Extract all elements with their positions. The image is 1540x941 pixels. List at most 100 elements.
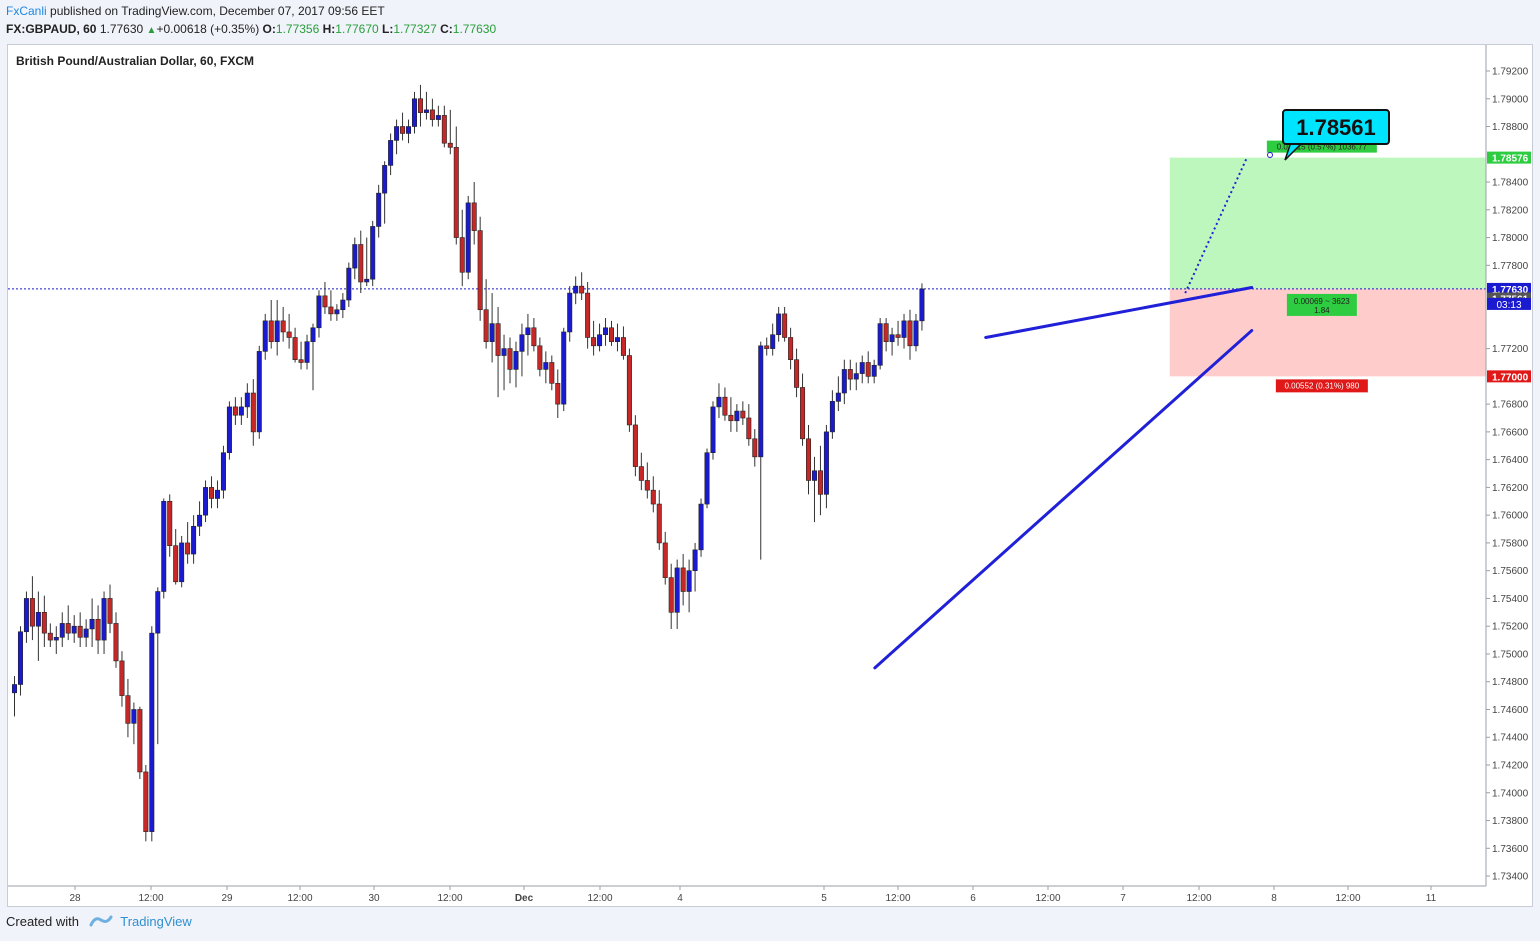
candle-body bbox=[728, 414, 734, 422]
candle bbox=[137, 706, 143, 779]
candle bbox=[531, 318, 537, 352]
candle bbox=[734, 404, 740, 432]
candle bbox=[543, 351, 549, 384]
candle-body bbox=[597, 334, 603, 347]
candle-body bbox=[686, 570, 692, 592]
candle bbox=[776, 306, 782, 342]
candle bbox=[370, 220, 376, 287]
candle-body bbox=[388, 140, 394, 166]
candle-body bbox=[298, 359, 304, 363]
up-arrow-icon: ▲ bbox=[146, 25, 157, 36]
candle-body bbox=[113, 623, 119, 662]
candle bbox=[603, 318, 609, 346]
candle bbox=[203, 480, 209, 523]
price-label-1.77000: 1.77000 bbox=[1487, 370, 1531, 383]
candle-body bbox=[340, 299, 346, 311]
candle bbox=[101, 591, 107, 654]
time-tick-label: 12:00 bbox=[138, 893, 163, 904]
candle-body bbox=[191, 525, 197, 555]
candle-body bbox=[585, 292, 591, 338]
tradingview-logo-icon bbox=[89, 914, 113, 931]
candle-body bbox=[764, 345, 770, 349]
candle bbox=[644, 462, 650, 499]
price-tick-label: 1.77800 bbox=[1492, 261, 1529, 272]
price-label-bg bbox=[1487, 151, 1531, 164]
candle-body bbox=[23, 598, 29, 633]
candle bbox=[680, 554, 686, 606]
candle-body bbox=[734, 410, 740, 422]
candle-body bbox=[203, 487, 209, 516]
candle bbox=[782, 306, 788, 342]
candle-body bbox=[489, 323, 495, 342]
stop-label-bg bbox=[1275, 379, 1368, 393]
candle bbox=[346, 262, 352, 307]
time-tick-label: 12:00 bbox=[287, 893, 312, 904]
candle-body bbox=[656, 503, 662, 544]
candle-body bbox=[710, 406, 716, 453]
candle-body bbox=[358, 244, 364, 283]
candle-body bbox=[292, 337, 298, 361]
candle-body bbox=[394, 126, 400, 141]
candle bbox=[865, 351, 871, 384]
price-tick-label: 1.78000 bbox=[1492, 233, 1529, 244]
tradingview-link[interactable]: TradingView bbox=[120, 914, 192, 929]
candle bbox=[746, 404, 752, 446]
candle bbox=[274, 300, 280, 356]
candle bbox=[232, 397, 238, 425]
candle-body bbox=[638, 466, 644, 481]
candle bbox=[41, 595, 47, 648]
candle bbox=[597, 323, 603, 352]
candle-body bbox=[316, 295, 322, 329]
candle-body bbox=[674, 567, 680, 613]
candle-body bbox=[913, 320, 919, 347]
price-tick-label: 1.76800 bbox=[1492, 400, 1529, 411]
price-tick-label: 1.74800 bbox=[1492, 677, 1529, 688]
candle-body bbox=[173, 545, 179, 583]
candle bbox=[238, 397, 244, 425]
candle-body bbox=[256, 351, 262, 433]
candle bbox=[829, 390, 835, 439]
candle-body bbox=[668, 577, 674, 613]
close-value: 1.77630 bbox=[452, 22, 497, 36]
candle-body bbox=[441, 115, 447, 144]
candle-body bbox=[244, 392, 250, 408]
candle-body bbox=[859, 362, 865, 374]
candle-body bbox=[280, 320, 286, 333]
candle bbox=[889, 327, 895, 356]
candle-body bbox=[232, 406, 238, 416]
time-tick-label: 30 bbox=[368, 893, 380, 904]
author-link[interactable]: FxCanli bbox=[6, 4, 47, 18]
quote-line: FX:GBPAUD, 60 1.77630 ▲+0.00618 (+0.35%)… bbox=[6, 22, 496, 36]
candle-body bbox=[17, 631, 23, 685]
candle-body bbox=[185, 542, 191, 555]
candle bbox=[304, 334, 310, 370]
candle-body bbox=[519, 334, 525, 352]
candle-body bbox=[209, 487, 215, 499]
candle bbox=[59, 612, 65, 648]
candle-body bbox=[89, 618, 95, 630]
candle bbox=[716, 383, 722, 418]
candle-body bbox=[83, 628, 89, 638]
candle bbox=[871, 359, 877, 384]
candle-body bbox=[537, 345, 543, 370]
candle bbox=[256, 345, 262, 439]
candle bbox=[161, 498, 167, 599]
candle-body bbox=[841, 369, 847, 394]
price-change: +0.00618 (+0.35%) bbox=[156, 22, 260, 36]
candle-body bbox=[274, 320, 280, 342]
price-label-text: 1.77630 bbox=[1492, 285, 1529, 296]
time-tick-label: 12:00 bbox=[1335, 893, 1360, 904]
candle-body bbox=[423, 109, 429, 113]
candle bbox=[758, 341, 764, 560]
candle bbox=[847, 359, 853, 391]
candle bbox=[919, 283, 925, 331]
price-tick-label: 1.78400 bbox=[1492, 178, 1529, 189]
candle-body bbox=[286, 331, 292, 338]
candle bbox=[901, 313, 907, 349]
time-tick-label: 12:00 bbox=[885, 893, 910, 904]
candle bbox=[107, 584, 113, 634]
time-tick-label: 11 bbox=[1426, 893, 1437, 904]
candle-body bbox=[543, 362, 549, 370]
price-tick-label: 1.79200 bbox=[1492, 67, 1529, 78]
